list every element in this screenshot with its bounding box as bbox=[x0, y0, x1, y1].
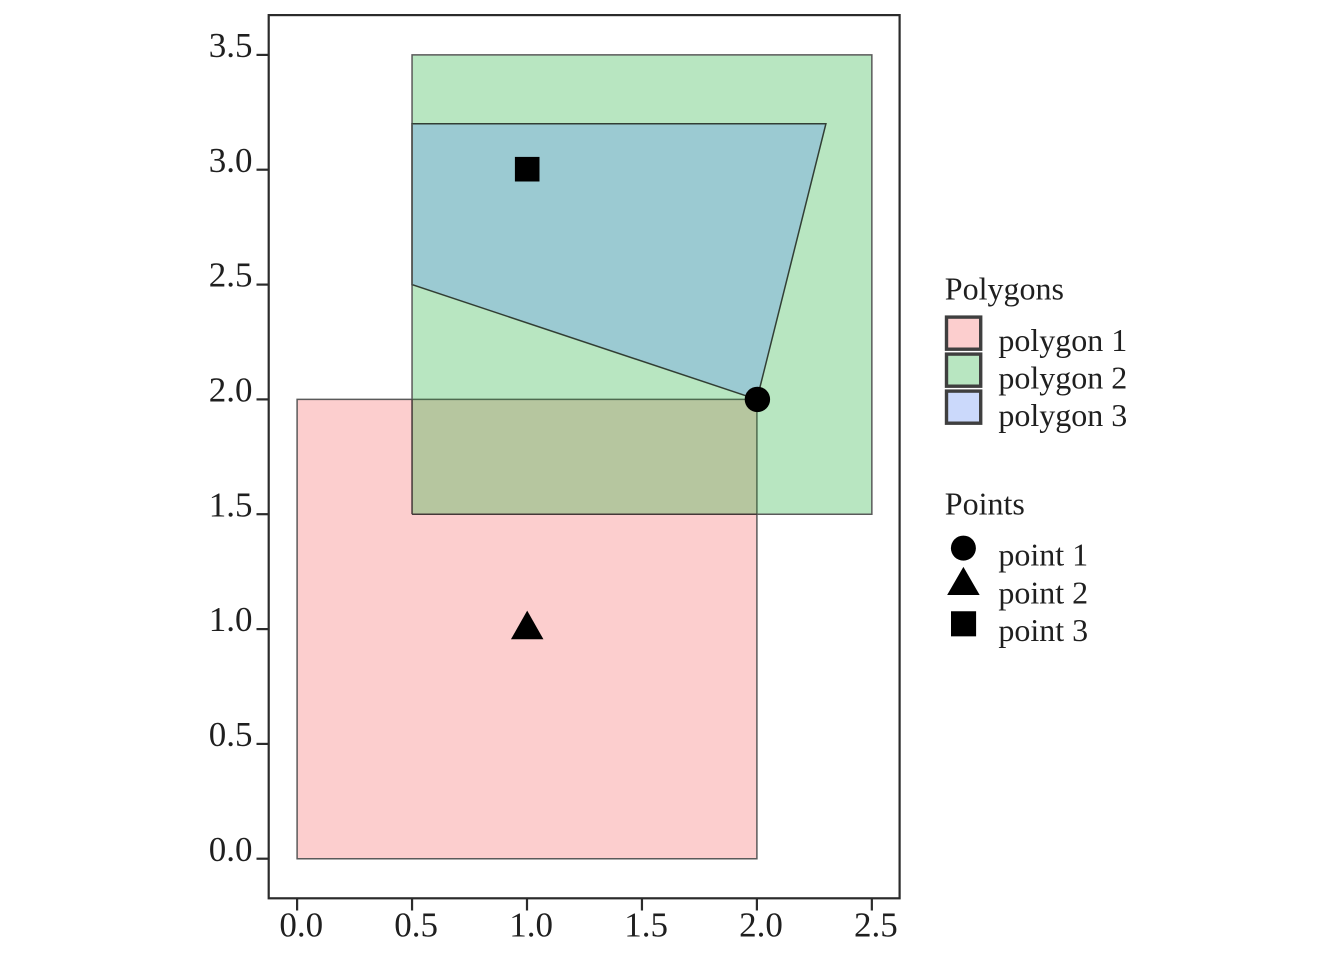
svg-text:0.5: 0.5 bbox=[209, 715, 253, 754]
svg-text:0.0: 0.0 bbox=[279, 905, 323, 944]
svg-text:1.5: 1.5 bbox=[209, 485, 253, 524]
svg-text:1.0: 1.0 bbox=[209, 600, 253, 639]
svg-text:Polygons: Polygons bbox=[945, 271, 1064, 307]
svg-text:0.0: 0.0 bbox=[209, 830, 253, 869]
svg-text:point 2: point 2 bbox=[998, 574, 1088, 610]
svg-text:2.5: 2.5 bbox=[209, 256, 253, 295]
svg-text:1.0: 1.0 bbox=[509, 905, 553, 944]
svg-text:3.5: 3.5 bbox=[209, 26, 253, 65]
svg-text:polygon 2: polygon 2 bbox=[998, 360, 1127, 396]
svg-text:2.0: 2.0 bbox=[209, 371, 253, 410]
svg-text:point 1: point 1 bbox=[998, 537, 1088, 573]
svg-text:3.0: 3.0 bbox=[209, 141, 253, 180]
svg-text:2.0: 2.0 bbox=[739, 905, 783, 944]
svg-text:polygon 1: polygon 1 bbox=[998, 322, 1127, 358]
svg-text:2.5: 2.5 bbox=[854, 905, 898, 944]
svg-text:point 3: point 3 bbox=[998, 612, 1088, 648]
svg-text:1.5: 1.5 bbox=[624, 905, 668, 944]
svg-text:0.5: 0.5 bbox=[394, 905, 438, 944]
svg-text:Points: Points bbox=[945, 486, 1025, 522]
svg-text:polygon 3: polygon 3 bbox=[998, 397, 1127, 433]
